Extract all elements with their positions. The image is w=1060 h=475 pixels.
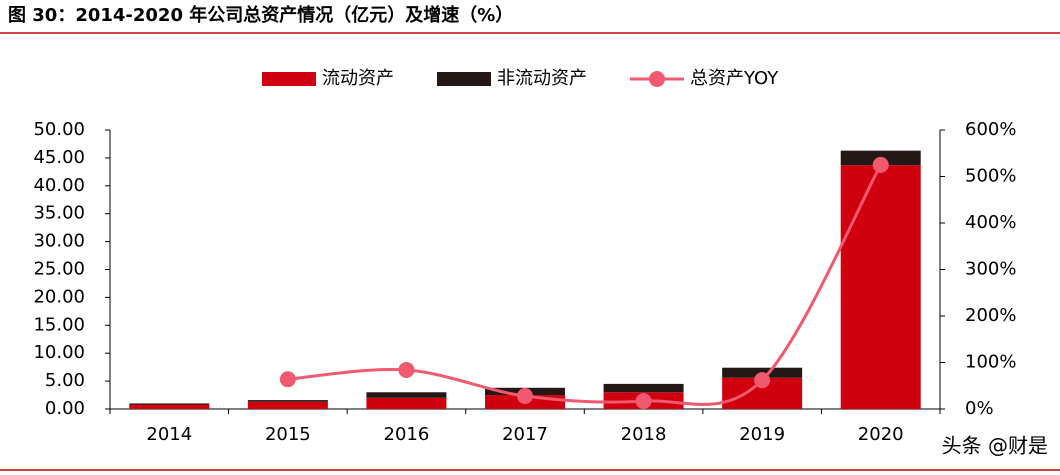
x-tick-label: 2016 (384, 424, 430, 445)
y-tick-label: 25.00 (33, 259, 85, 280)
y2-tick-label: 500% (965, 166, 1016, 187)
y2-tick-label: 0% (965, 398, 994, 419)
bar (129, 404, 210, 409)
bar (366, 397, 447, 409)
bar (366, 392, 447, 398)
y-tick-label: 10.00 (33, 342, 85, 363)
yoy-marker (872, 156, 889, 173)
legend-label: 流动资产 (322, 68, 394, 89)
yoy-marker (398, 361, 415, 378)
bar (603, 383, 684, 393)
watermark: 头条 @财是 (942, 434, 1048, 458)
y-tick-label: 40.00 (33, 175, 85, 196)
yoy-marker (635, 393, 652, 410)
legend-swatch (262, 72, 316, 86)
y-tick-label: 5.00 (45, 370, 85, 391)
legend-label: 非流动资产 (497, 68, 587, 89)
bar (247, 400, 328, 402)
bar (840, 165, 921, 409)
x-tick-label: 2014 (146, 424, 192, 445)
y2-tick-label: 200% (965, 305, 1016, 326)
legend-label: 总资产YOY (690, 68, 779, 89)
x-tick-label: 2018 (621, 424, 667, 445)
yoy-marker (754, 372, 771, 389)
bar (247, 401, 328, 409)
y2-tick-label: 300% (965, 259, 1016, 280)
y-tick-label: 15.00 (33, 314, 85, 335)
legend-swatch (437, 72, 491, 86)
y-tick-label: 50.00 (33, 119, 85, 140)
x-tick-label: 2019 (739, 424, 785, 445)
y-tick-label: 35.00 (33, 203, 85, 224)
y-tick-label: 0.00 (45, 398, 85, 419)
y2-tick-label: 600% (965, 119, 1016, 140)
y2-tick-label: 400% (965, 212, 1016, 233)
y2-tick-label: 100% (965, 352, 1016, 373)
legend-marker (649, 71, 665, 87)
y-tick-label: 30.00 (33, 231, 85, 252)
x-tick-label: 2015 (265, 424, 311, 445)
x-tick-label: 2020 (858, 424, 904, 445)
y-tick-label: 45.00 (33, 147, 85, 168)
bar (129, 403, 210, 405)
x-tick-label: 2017 (502, 424, 548, 445)
y-tick-label: 20.00 (33, 286, 85, 307)
yoy-marker (517, 387, 533, 404)
yoy-marker (279, 371, 296, 388)
chart-title: 图 30：2014-2020 年公司总资产情况（亿元）及增速（%） (8, 4, 513, 26)
